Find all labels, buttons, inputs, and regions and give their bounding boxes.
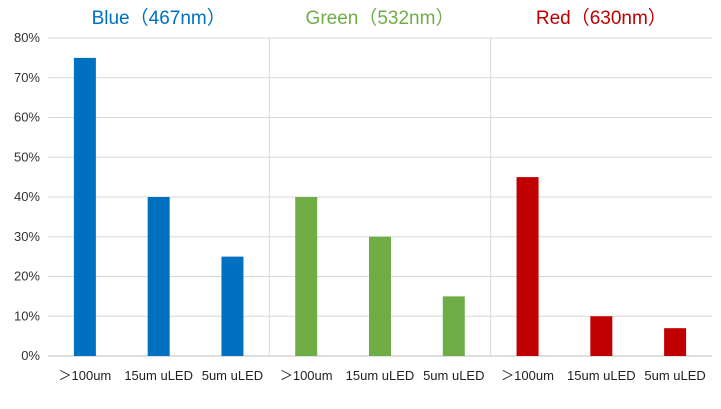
y-tick-label: 50% [14, 149, 40, 164]
y-tick-label: 70% [14, 70, 40, 85]
y-tick-label: 10% [14, 308, 40, 323]
x-tick-label: 5um uLED [644, 368, 705, 383]
bars [73, 57, 687, 356]
x-tick-label: ＞100um [501, 368, 554, 383]
y-tick-label: 40% [14, 189, 40, 204]
group-title: Green（532nm） [306, 7, 455, 29]
x-axis: ＞100um 15um uLED 5um uLED ＞100um 15um uLED 5u… [59, 368, 706, 383]
bar [147, 197, 170, 356]
y-tick-label: 30% [14, 229, 40, 244]
y-tick-label: 60% [14, 110, 40, 125]
group-separators [268, 38, 492, 356]
bar [73, 57, 96, 356]
x-tick-label: ＞100um [280, 368, 333, 383]
x-tick-label: 5um uLED [202, 368, 263, 383]
x-tick-label: 15um uLED [346, 368, 415, 383]
bar [442, 296, 465, 356]
bar [664, 328, 687, 356]
bar [590, 316, 613, 356]
group-titles: Blue（467nm） Green（532nm） Red（630nm） [92, 7, 667, 29]
y-tick-label: 80% [14, 30, 40, 45]
group-title: Blue（467nm） [92, 7, 226, 29]
group-title: Red（630nm） [536, 7, 667, 29]
x-tick-label: ＞100um [59, 368, 112, 383]
bar [516, 177, 539, 356]
y-axis: 0% 10% 20% 30% 40% 50% 60% 70% 80% [14, 30, 40, 363]
x-tick-label: 15um uLED [567, 368, 636, 383]
x-tick-label: 15um uLED [124, 368, 193, 383]
y-tick-label: 20% [14, 269, 40, 284]
x-tick-label: 5um uLED [423, 368, 484, 383]
bar [369, 236, 391, 356]
y-tick-label: 0% [21, 348, 40, 363]
bar [295, 197, 318, 356]
bar [221, 256, 244, 356]
